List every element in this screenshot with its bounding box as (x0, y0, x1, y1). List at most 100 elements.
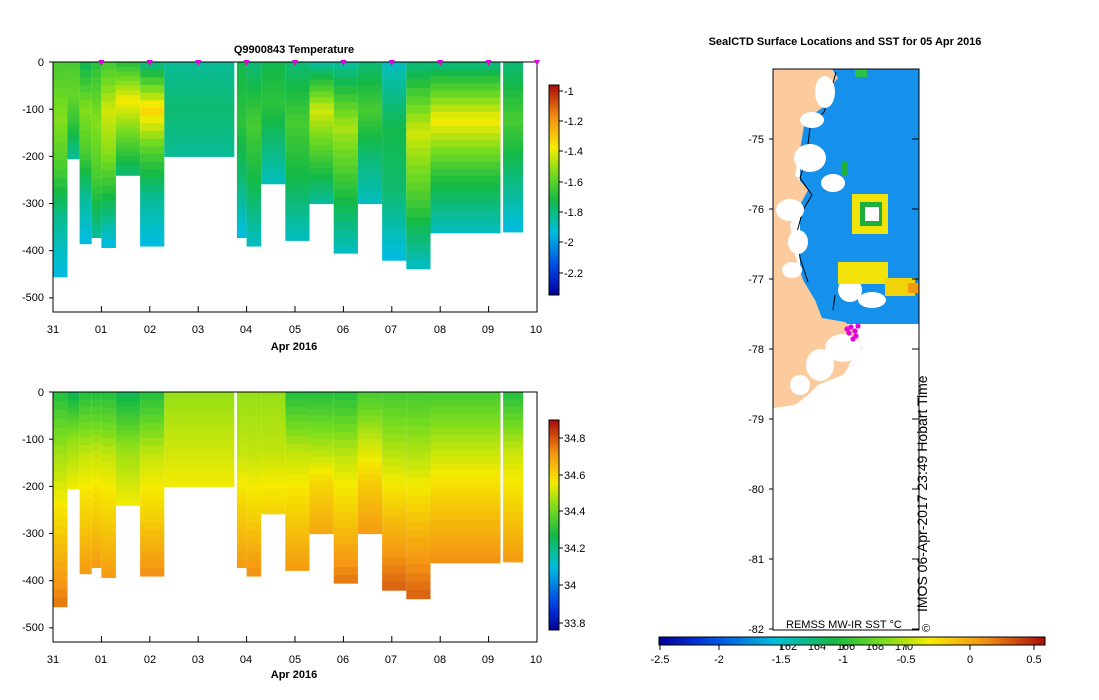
profile-cell (309, 504, 334, 511)
profile-cell (406, 435, 431, 445)
profile-cell (406, 259, 431, 270)
temperature-colorbar-tickmarks (559, 90, 563, 274)
profile-cell (285, 414, 310, 423)
profile-cell (430, 204, 501, 213)
profile-cell (140, 176, 165, 186)
seal-location-dot (850, 336, 856, 342)
profile-cell (246, 161, 262, 170)
profile-cell (140, 169, 165, 178)
profile-cell (406, 148, 431, 158)
profile-cell (246, 483, 262, 493)
profile-cell (357, 91, 383, 98)
profile-cell (357, 504, 383, 511)
profile-cell (382, 128, 407, 137)
profile-cell (164, 435, 235, 440)
profile-cell (285, 473, 310, 482)
profile-cell (101, 231, 116, 241)
profile-cell (357, 132, 383, 140)
profile-cell (406, 139, 431, 149)
profile-cell (53, 79, 68, 90)
profile-cell (333, 213, 358, 222)
profile-cell (101, 569, 116, 578)
profile-cell (503, 399, 524, 407)
lat-tick-80: -80 (748, 484, 764, 496)
profile-cell (430, 97, 501, 106)
profile-cell (164, 113, 235, 118)
profile-cell (503, 392, 524, 400)
profile-cell (382, 78, 407, 88)
profile-cell (246, 445, 262, 454)
profile-cell (79, 558, 92, 567)
sst-tick-1: -1 (838, 654, 848, 666)
profile-cell (101, 177, 116, 187)
seal-location-dot (848, 324, 854, 330)
profile-cell (79, 137, 92, 146)
profile-cell (115, 472, 141, 478)
surface-marker (388, 60, 395, 66)
profile-cell (382, 548, 407, 558)
profile-cell (101, 85, 116, 94)
profile-cell (357, 109, 383, 116)
profile-cell (285, 158, 310, 167)
profile-cell (333, 567, 358, 576)
profile-cell (357, 439, 383, 446)
profile-cell (91, 530, 102, 539)
profile-cell (406, 199, 431, 209)
profile-cell (261, 127, 286, 134)
profile-cell (67, 460, 80, 466)
profile-cell (140, 453, 165, 462)
profile-cell (164, 423, 235, 428)
profile-cell (285, 232, 310, 241)
profile-cell (333, 575, 358, 584)
profile-cell (67, 126, 80, 132)
profile-cell (430, 133, 501, 141)
profile-cell (164, 474, 235, 480)
profile-cell (357, 103, 383, 110)
profile-cell (357, 397, 383, 405)
profile-cell (285, 69, 310, 78)
profile-cell (309, 397, 334, 405)
profile-cell (261, 102, 286, 109)
profile-cell (164, 152, 235, 157)
profile-cell (101, 453, 116, 463)
profile-cell (236, 91, 247, 100)
profile-cell (357, 79, 383, 87)
profile-cell (164, 411, 235, 417)
profile-cell (261, 488, 286, 495)
profile-cell (236, 494, 247, 503)
ice-blob (776, 199, 804, 221)
profile-cell (503, 146, 524, 155)
profile-cell (357, 185, 383, 193)
profile-cell (333, 407, 358, 417)
profile-cell (309, 138, 334, 146)
profile-cell (140, 123, 165, 132)
profile-cell (503, 69, 524, 77)
profile-cell (246, 407, 262, 416)
profile-cell (236, 149, 247, 158)
profile-cell (285, 525, 310, 534)
profile-cell (357, 509, 383, 517)
profile-cell (333, 149, 358, 159)
profile-cell (406, 87, 431, 98)
temp-xtick-09: 09 (482, 324, 494, 336)
profile-cell (309, 197, 334, 205)
profile-cell (115, 80, 141, 87)
profile-cell (503, 519, 524, 528)
profile-cell (101, 422, 116, 432)
profile-cell (261, 77, 286, 83)
profile-cell (309, 97, 334, 104)
profile-cell (115, 165, 141, 172)
profile-cell (382, 458, 407, 467)
profile-cell (357, 498, 383, 505)
profile-cell (79, 399, 92, 408)
profile-cell (382, 392, 407, 401)
profile-cell (164, 399, 235, 405)
profile-cell (246, 545, 262, 554)
profile-cell (333, 165, 358, 175)
profile-cell (79, 505, 92, 514)
profile-cell (382, 70, 407, 80)
profile-cell (67, 424, 80, 429)
profile-cell (140, 130, 165, 140)
profile-cell (382, 202, 407, 212)
profile-cell (91, 222, 102, 231)
